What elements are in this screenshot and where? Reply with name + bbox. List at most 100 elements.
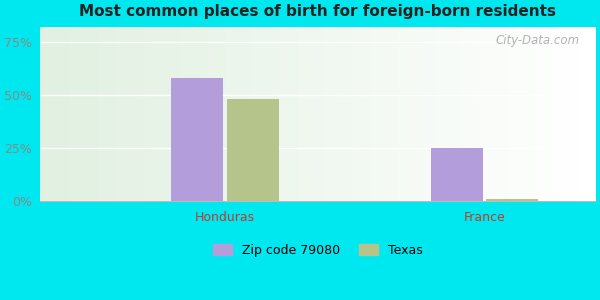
Bar <box>226 27 229 201</box>
Bar <box>373 27 376 201</box>
Bar <box>421 27 424 201</box>
Bar <box>351 27 354 201</box>
Bar <box>160 27 162 201</box>
Bar <box>262 27 265 201</box>
Bar <box>115 27 118 201</box>
Bar <box>415 27 418 201</box>
Bar <box>173 27 176 201</box>
Bar <box>265 27 268 201</box>
Bar <box>424 27 426 201</box>
Bar <box>574 27 577 201</box>
Bar <box>140 27 143 201</box>
Bar <box>426 27 429 201</box>
Bar <box>68 27 70 201</box>
Bar <box>79 27 82 201</box>
Bar <box>46 27 48 201</box>
Bar <box>349 27 351 201</box>
Bar <box>143 27 145 201</box>
Bar <box>562 27 565 201</box>
Bar <box>206 27 209 201</box>
Bar <box>312 27 315 201</box>
Bar <box>167 27 170 201</box>
Bar <box>187 27 190 201</box>
Bar <box>388 27 390 201</box>
Bar <box>65 27 68 201</box>
Bar <box>579 27 582 201</box>
Bar <box>151 27 154 201</box>
Bar <box>51 27 54 201</box>
Bar <box>499 27 502 201</box>
Bar <box>290 27 293 201</box>
Bar <box>451 27 454 201</box>
Bar <box>62 27 65 201</box>
Bar <box>48 27 51 201</box>
Bar <box>418 27 421 201</box>
Bar <box>379 27 382 201</box>
Bar <box>98 27 101 201</box>
Bar <box>129 27 131 201</box>
Bar <box>209 27 212 201</box>
Bar <box>271 27 274 201</box>
Bar <box>70 27 73 201</box>
Bar <box>259 27 262 201</box>
Bar <box>332 27 335 201</box>
Bar <box>227 99 279 201</box>
Bar <box>40 27 43 201</box>
Bar <box>543 27 546 201</box>
Bar <box>448 27 451 201</box>
Bar <box>468 27 471 201</box>
Bar <box>196 27 198 201</box>
Bar <box>482 27 485 201</box>
Bar <box>365 27 368 201</box>
Bar <box>162 27 165 201</box>
Bar <box>298 27 301 201</box>
Bar <box>407 27 410 201</box>
Bar <box>490 27 493 201</box>
Bar <box>538 27 540 201</box>
Bar <box>465 27 468 201</box>
Bar <box>496 27 499 201</box>
Bar <box>301 27 304 201</box>
Bar <box>323 27 326 201</box>
Bar <box>257 27 259 201</box>
Bar <box>190 27 193 201</box>
Bar <box>232 27 235 201</box>
Bar <box>73 27 76 201</box>
Bar <box>221 27 223 201</box>
Bar <box>515 27 518 201</box>
Bar <box>329 27 332 201</box>
Bar <box>198 27 201 201</box>
Bar <box>121 27 123 201</box>
Bar <box>112 27 115 201</box>
Bar <box>493 27 496 201</box>
Bar <box>382 27 385 201</box>
Bar <box>118 27 121 201</box>
Bar <box>90 27 92 201</box>
Bar <box>404 27 407 201</box>
Bar <box>354 27 357 201</box>
Bar <box>279 27 281 201</box>
Bar <box>582 27 585 201</box>
Bar <box>148 27 151 201</box>
Bar <box>315 27 318 201</box>
Bar <box>84 27 87 201</box>
Bar <box>201 27 204 201</box>
Bar <box>460 27 463 201</box>
Bar <box>59 27 62 201</box>
Bar <box>368 27 371 201</box>
Bar <box>463 27 465 201</box>
Bar <box>393 27 395 201</box>
Bar <box>109 27 112 201</box>
Bar <box>487 27 490 201</box>
Bar <box>507 27 509 201</box>
Bar <box>471 27 473 201</box>
Bar <box>56 27 59 201</box>
Bar <box>502 27 504 201</box>
Bar <box>434 27 437 201</box>
Bar <box>540 27 543 201</box>
Bar <box>95 27 98 201</box>
Bar <box>284 27 287 201</box>
Bar <box>293 27 296 201</box>
Bar <box>512 27 515 201</box>
Bar <box>560 27 562 201</box>
